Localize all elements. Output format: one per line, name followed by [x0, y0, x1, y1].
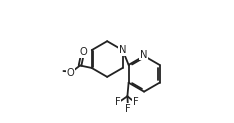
Text: F: F — [133, 97, 139, 107]
Text: O: O — [80, 47, 87, 57]
Text: N: N — [140, 50, 147, 60]
Text: O: O — [67, 68, 75, 78]
Text: F: F — [125, 104, 131, 114]
Text: F: F — [115, 97, 121, 107]
Text: N: N — [119, 45, 126, 55]
